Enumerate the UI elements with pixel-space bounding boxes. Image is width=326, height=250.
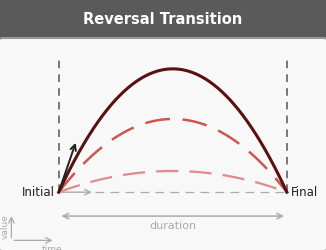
- FancyBboxPatch shape: [0, 0, 326, 38]
- Text: time: time: [42, 245, 62, 250]
- Text: Final: Final: [291, 186, 318, 199]
- FancyBboxPatch shape: [0, 38, 326, 250]
- Text: Initial: Initial: [22, 186, 55, 199]
- Text: value: value: [1, 214, 10, 239]
- Text: Reversal Transition: Reversal Transition: [83, 12, 243, 27]
- Text: duration: duration: [149, 221, 196, 231]
